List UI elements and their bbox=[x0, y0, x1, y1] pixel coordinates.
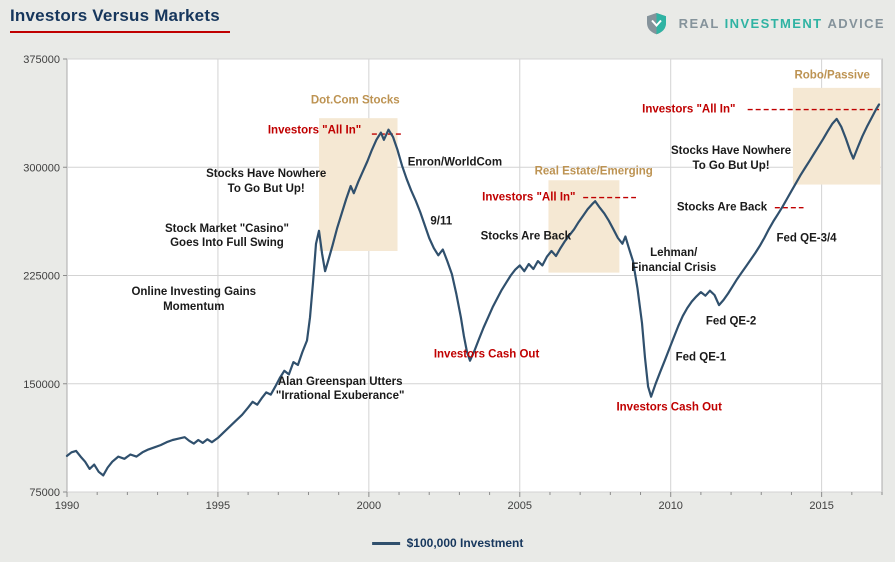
chart-annotation: Investors "All In" bbox=[482, 191, 576, 204]
chart-annotation: Investors Cash Out bbox=[433, 348, 540, 361]
chart-annotation: Robo/Passive bbox=[794, 69, 870, 82]
x-tick-label: 2010 bbox=[658, 500, 682, 512]
brand-shield-icon bbox=[646, 12, 667, 35]
chart-annotation: Fed QE-2 bbox=[705, 315, 757, 328]
chart-annotation: Investors Cash Out bbox=[616, 401, 722, 414]
chart-annotation: 9/11 bbox=[430, 215, 453, 228]
chart-annotation: Stocks Have Nowhere To Go But Up! bbox=[670, 144, 792, 172]
x-tick-label: 1990 bbox=[55, 500, 79, 512]
legend-label: $100,000 Investment bbox=[406, 536, 524, 550]
x-tick-label: 2005 bbox=[508, 500, 532, 512]
chart-annotation: Fed QE-1 bbox=[675, 351, 727, 364]
highlight-region bbox=[548, 180, 620, 273]
y-tick-label: 375000 bbox=[23, 54, 60, 66]
chart-annotation: Real Estate/Emerging bbox=[534, 165, 653, 178]
chart-annotation: Fed QE-3/4 bbox=[776, 232, 837, 245]
page-title: Investors Versus Markets bbox=[10, 6, 230, 33]
chart-annotation: Enron/WorldCom bbox=[407, 156, 503, 169]
series-line bbox=[65, 103, 881, 477]
brand-logo: REAL INVESTMENT ADVICE bbox=[646, 12, 885, 35]
chart-annotation: Lehman/ Financial Crisis bbox=[631, 247, 717, 275]
chart-annotation: Stocks Are Back bbox=[676, 201, 768, 214]
x-tick-label: 1995 bbox=[206, 500, 230, 512]
chart-annotation: Online Investing Gains Momentum bbox=[131, 286, 257, 314]
brand-word-advice: ADVICE bbox=[827, 16, 885, 31]
chart-annotation: Dot.Com Stocks bbox=[310, 94, 400, 107]
chart-annotation: Stocks Have Nowhere To Go But Up! bbox=[206, 167, 327, 195]
y-tick-label: 75000 bbox=[29, 487, 60, 499]
legend-line-swatch bbox=[371, 541, 400, 545]
chart-annotation: Alan Greenspan Utters "Irrational Exuber… bbox=[275, 375, 405, 403]
brand-word-real: REAL bbox=[678, 16, 720, 31]
y-tick-label: 300000 bbox=[23, 162, 60, 174]
chart-annotation: Investors "All In" bbox=[642, 103, 736, 116]
brand-word-investment: INVESTMENT bbox=[724, 16, 823, 31]
highlight-region bbox=[792, 87, 881, 185]
x-tick-label: 2000 bbox=[357, 500, 381, 512]
chart-legend: $100,000 Investment bbox=[371, 536, 524, 550]
y-tick-label: 150000 bbox=[23, 379, 60, 391]
chart-annotation: Investors "All In" bbox=[267, 124, 362, 137]
chart-annotation: Stock Market "Casino" Goes Into Full Swi… bbox=[164, 222, 289, 250]
chart-annotation: Stocks Are Back bbox=[480, 230, 571, 243]
x-tick-label: 2015 bbox=[809, 500, 833, 512]
y-tick-label: 225000 bbox=[23, 271, 60, 283]
brand-name: REAL INVESTMENT ADVICE bbox=[674, 16, 885, 31]
